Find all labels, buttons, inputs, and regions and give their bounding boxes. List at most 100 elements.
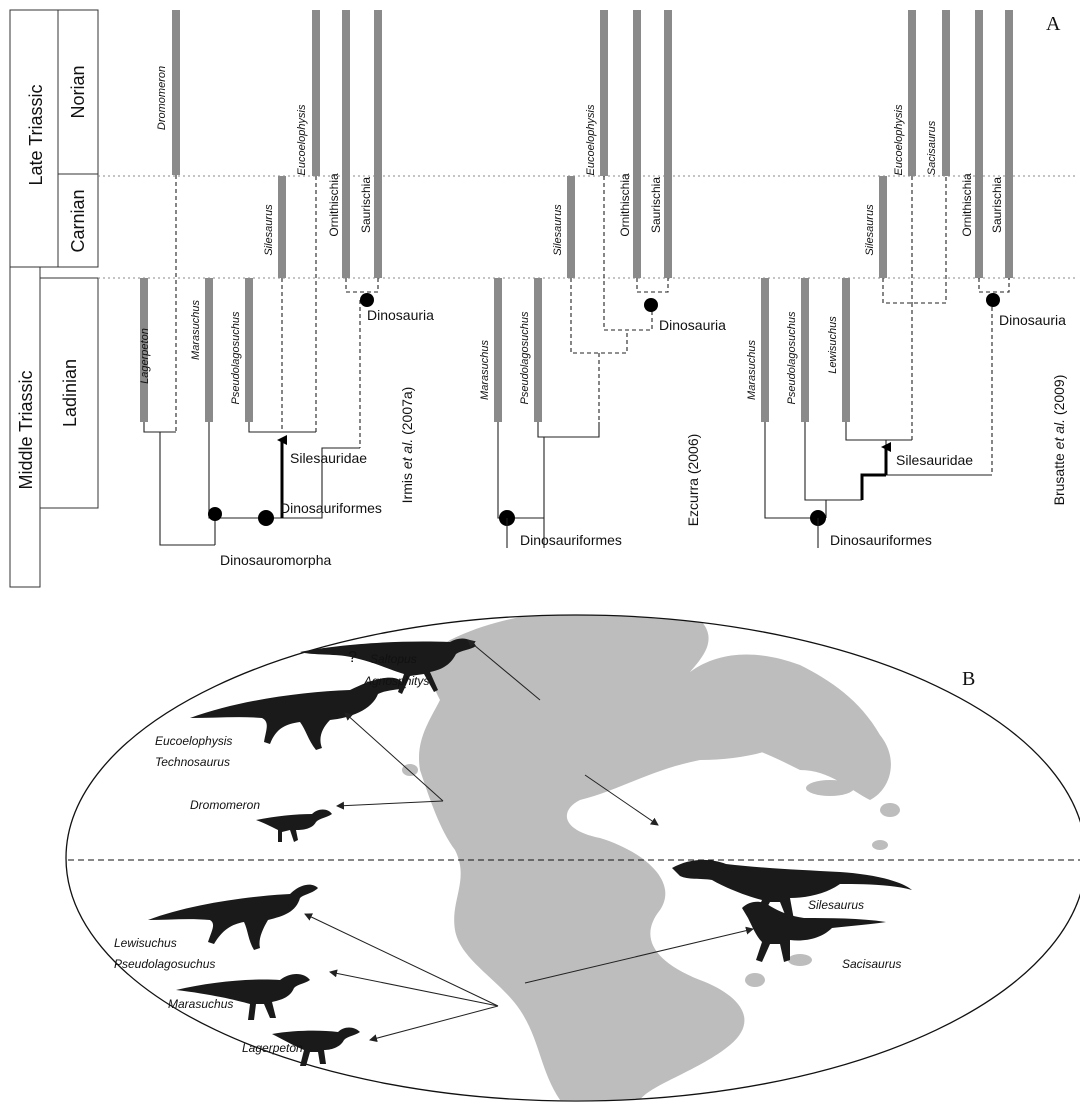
label-saltopus: Saltopus <box>370 652 417 666</box>
range-bar-ornithischia-2 <box>633 10 641 278</box>
panel-a: A Late Triassic Norian Carnian Middle Tr… <box>9 9 1075 588</box>
label-agnosphitys: Agnosphitys <box>363 674 429 688</box>
label-lewisuchus: Lewisuchus <box>114 936 177 950</box>
taxon-saurischia: Saurischia <box>359 177 373 233</box>
range-bar-silesaurus <box>278 176 286 278</box>
arrow-lagerpeton <box>369 1005 499 1043</box>
taxon-ornithischia-3: Ornithischia <box>960 173 974 237</box>
taxon-ornithischia-2: Ornithischia <box>618 173 632 237</box>
taxon-ornithischia: Ornithischia <box>327 173 341 237</box>
arrow-sacisaurus <box>524 926 754 984</box>
node-dinosauriformes-1 <box>258 510 274 526</box>
taxon-silesaurus-3: Silesaurus <box>864 204 876 256</box>
silhouette-lewisuchus <box>148 884 318 950</box>
tree-irmis: Lagerpeton Dromomeron Marasuchus Pseudol… <box>139 10 434 568</box>
dispersal-arrows <box>304 639 754 1043</box>
island <box>402 764 418 776</box>
strat-column: Late Triassic Norian Carnian Middle Tria… <box>9 9 99 588</box>
range-bar-eucoelophysis-3 <box>908 10 916 176</box>
range-bar-marasuchus-2 <box>494 278 502 422</box>
range-bar-ornithischia <box>342 10 350 278</box>
tree-ezcurra: Marasuchus Pseudolagosuchus Silesaurus E… <box>479 10 726 548</box>
clade-dinosauriformes-1: Dinosauriformes <box>280 500 382 516</box>
taxon-lagerpeton: Lagerpeton <box>139 328 151 384</box>
arrow-lewisuchus <box>304 913 499 1007</box>
range-bar-saurischia-3 <box>1005 10 1013 278</box>
node-dinosauria-1 <box>360 293 374 307</box>
arrow-dromomeron <box>336 800 444 810</box>
range-bar-marasuchus-3 <box>761 278 769 422</box>
pangaea-landmass <box>419 615 804 1100</box>
arrow-marasuchus <box>329 969 499 1007</box>
range-bar-ornithischia-3 <box>975 10 983 278</box>
taxon-pseudolagosuchus: Pseudolagosuchus <box>230 311 242 404</box>
island <box>880 803 900 817</box>
clade-dinosauria-1: Dinosauria <box>367 307 434 323</box>
label-eucoelophysis: Eucoelophysis <box>155 734 232 748</box>
arrow-silesaurus <box>584 774 659 826</box>
label-dromomeron: Dromomeron <box>190 798 260 812</box>
taxon-dromomeron: Dromomeron <box>156 66 168 130</box>
label-norian: Norian <box>68 65 88 118</box>
range-bar-silesaurus-2 <box>567 176 575 278</box>
clade-dinosauria-3: Dinosauria <box>999 312 1066 328</box>
source-irmis: Irmis et al. (2007a) <box>399 387 415 504</box>
island <box>806 780 854 796</box>
range-bar-sacisaurus <box>942 10 950 176</box>
taxon-marasuchus-3: Marasuchus <box>746 340 758 400</box>
tree-brusatte: Marasuchus Pseudolagosuchus Lewisuchus S… <box>746 10 1067 548</box>
silhouette-eucoelophysis <box>190 677 406 750</box>
question-mark: ? <box>348 649 357 666</box>
taxon-eucoelophysis-2: Eucoelophysis <box>585 104 597 175</box>
taxon-marasuchus: Marasuchus <box>190 300 202 360</box>
range-bar-marasuchus <box>205 278 213 422</box>
taxon-saurischia-2: Saurischia <box>649 177 663 233</box>
island <box>706 684 734 696</box>
node-dinosauria-2 <box>644 298 658 312</box>
taxon-silesaurus: Silesaurus <box>263 204 275 256</box>
range-bar-dromomeron <box>172 10 180 175</box>
clade-silesauridae-1: Silesauridae <box>290 450 367 466</box>
taxon-marasuchus-2: Marasuchus <box>479 340 491 400</box>
clade-dinosauria-2: Dinosauria <box>659 317 726 333</box>
panel-b: B ? Saltopus Agnosphitys Eucoeloph <box>65 614 1080 1102</box>
panel-b-letter: B <box>962 668 975 690</box>
source-brusatte: Brusatte et al. (2009) <box>1051 375 1067 506</box>
range-bar-pseudolagosuchus-3 <box>801 278 809 422</box>
silhouette-marasuchus <box>176 974 310 1020</box>
clade-dinosauriformes-2: Dinosauriformes <box>520 532 622 548</box>
taxon-sacisaurus: Sacisaurus <box>926 120 938 175</box>
silhouette-dromomeron <box>256 809 332 842</box>
panel-a-letter: A <box>1046 13 1061 35</box>
taxon-eucoelophysis-3: Eucoelophysis <box>893 104 905 175</box>
label-carnian: Carnian <box>68 189 88 252</box>
range-bar-eucoelophysis-2 <box>600 10 608 176</box>
taxon-lewisuchus: Lewisuchus <box>827 316 839 374</box>
node-dinosauria-3 <box>986 293 1000 307</box>
range-bar-eucoelophysis <box>312 10 320 176</box>
clade-dinosauriformes-3: Dinosauriformes <box>830 532 932 548</box>
label-pseudolagosuchus: Pseudolagosuchus <box>114 957 215 971</box>
label-lagerpeton: Lagerpeton <box>242 1041 303 1055</box>
silhouette-saltopus <box>300 638 476 694</box>
taxon-pseudolagosuchus-3: Pseudolagosuchus <box>786 311 798 404</box>
taxon-eucoelophysis: Eucoelophysis <box>296 104 308 175</box>
range-bar-silesaurus-3 <box>879 176 887 278</box>
label-late-triassic: Late Triassic <box>26 84 46 185</box>
silhouette-lagerpeton <box>272 1027 360 1066</box>
label-middle-triassic: Middle Triassic <box>16 370 36 489</box>
range-bar-saurischia <box>374 10 382 278</box>
label-sacisaurus: Sacisaurus <box>842 957 901 971</box>
node-dinosauromorpha <box>208 507 222 521</box>
island <box>788 954 812 966</box>
arrow-saltopus <box>467 639 541 701</box>
arrow-eucoelophysis <box>344 712 444 802</box>
silhouette-silesaurus <box>672 859 912 922</box>
label-ladinian: Ladinian <box>60 359 80 427</box>
source-ezcurra: Ezcurra (2006) <box>685 434 701 527</box>
range-bar-lewisuchus <box>842 278 850 422</box>
range-bar-lagerpeton <box>140 278 148 422</box>
clade-dinosauromorpha: Dinosauromorpha <box>220 552 331 568</box>
taxon-saurischia-3: Saurischia <box>990 177 1004 233</box>
